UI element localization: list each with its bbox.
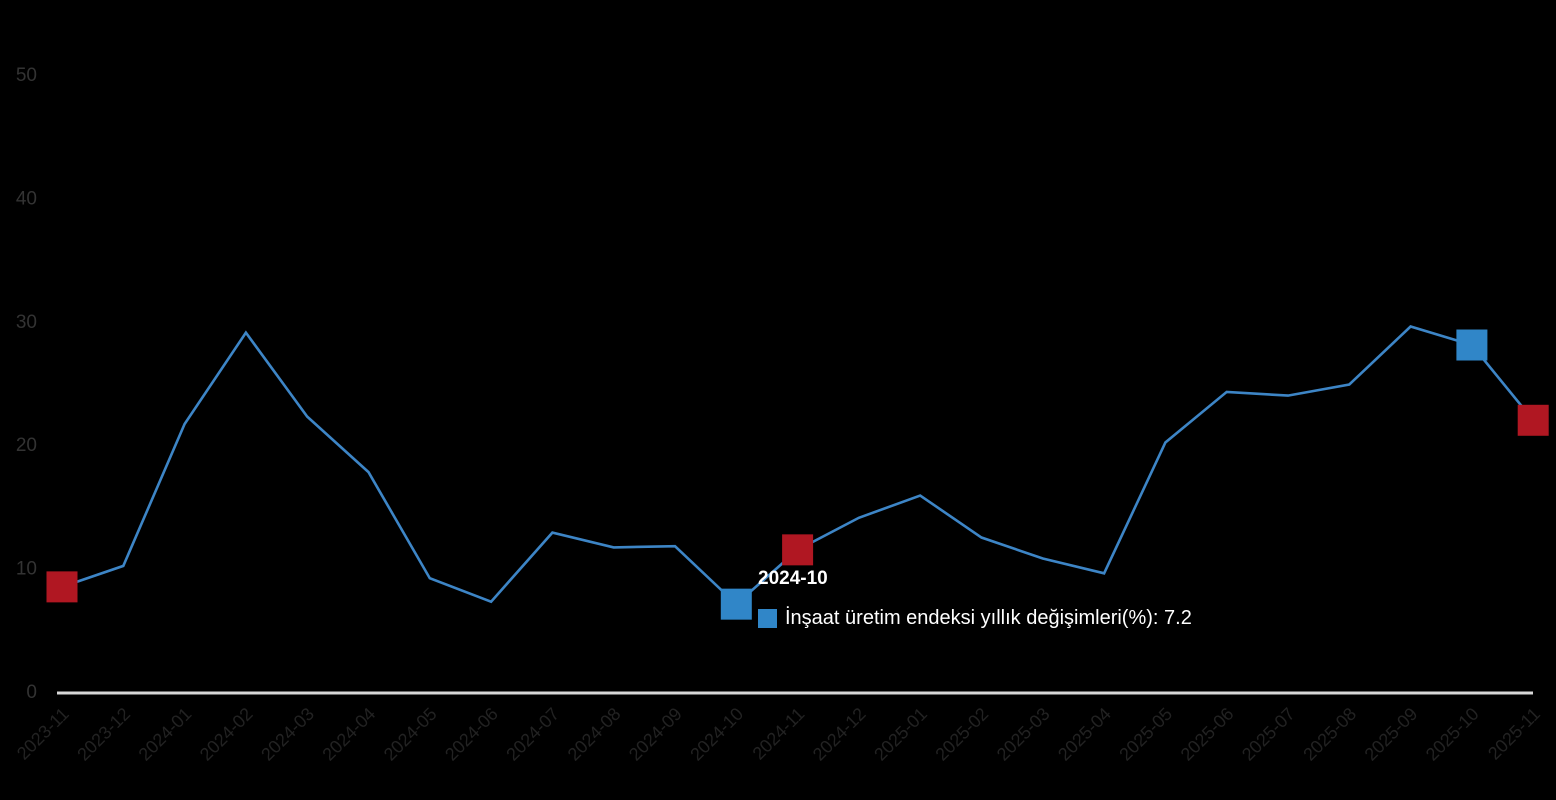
x-axis-tick-label: 2025-10 <box>1422 704 1483 765</box>
x-axis-tick-label: 2024-03 <box>257 704 318 765</box>
x-axis-tick-label: 2023-12 <box>73 704 134 765</box>
data-point-marker-2025-11[interactable] <box>1517 404 1549 436</box>
data-point-marker-2025-10[interactable] <box>1456 329 1488 361</box>
x-axis-tick-label: 2024-04 <box>318 704 379 765</box>
x-axis-tick-label: 2025-07 <box>1238 704 1299 765</box>
data-point-marker-2024-11[interactable] <box>782 534 814 566</box>
x-axis-tick-label: 2025-02 <box>931 704 992 765</box>
x-axis-tick-label: 2024-05 <box>380 704 441 765</box>
x-axis-tick-label: 2024-11 <box>749 704 809 764</box>
x-axis-tick-label: 2024-02 <box>196 704 257 765</box>
x-axis-tick-labels: 2023-11 2023-12 2024-01 2024-02 2024-03 2024-… <box>13 704 1544 765</box>
x-axis-tick-label: 2025-11 <box>1484 704 1544 764</box>
data-point-marker-2024-10[interactable] <box>720 588 752 620</box>
x-axis-tick-label: 2025-09 <box>1361 704 1422 765</box>
x-axis-tick-label: 2025-08 <box>1299 704 1360 765</box>
x-axis-tick-label: 2024-06 <box>441 704 502 765</box>
y-axis-tick-labels: 0 10 20 30 40 50 <box>16 65 37 703</box>
data-point-markers[interactable] <box>46 329 1549 620</box>
y-axis-tick-label: 10 <box>16 559 37 580</box>
y-axis-tick-label: 40 <box>16 188 37 209</box>
x-axis-tick-label: 2025-03 <box>993 704 1054 765</box>
y-axis-tick-label: 30 <box>16 312 37 333</box>
x-axis-tick-label: 2024-09 <box>625 704 686 765</box>
x-axis-tick-label: 2024-07 <box>502 704 563 765</box>
y-axis-tick-label: 0 <box>26 682 37 703</box>
x-axis-tick-label: 2024-01 <box>135 704 196 765</box>
x-axis-tick-label: 2024-10 <box>686 704 747 765</box>
x-axis-tick-label: 2024-12 <box>809 704 870 765</box>
y-axis-tick-label: 50 <box>16 65 37 86</box>
x-axis-tick-label: 2025-05 <box>1115 704 1176 765</box>
x-axis-tick-label: 2025-04 <box>1054 704 1115 765</box>
x-axis-tick-label: 2023-11 <box>13 704 73 764</box>
y-axis-tick-label: 20 <box>16 435 37 456</box>
data-point-marker-2023-11[interactable] <box>46 571 78 603</box>
x-axis-tick-label: 2025-01 <box>870 704 931 765</box>
x-axis-tick-label: 2024-08 <box>564 704 625 765</box>
x-axis-tick-label: 2025-06 <box>1177 704 1238 765</box>
